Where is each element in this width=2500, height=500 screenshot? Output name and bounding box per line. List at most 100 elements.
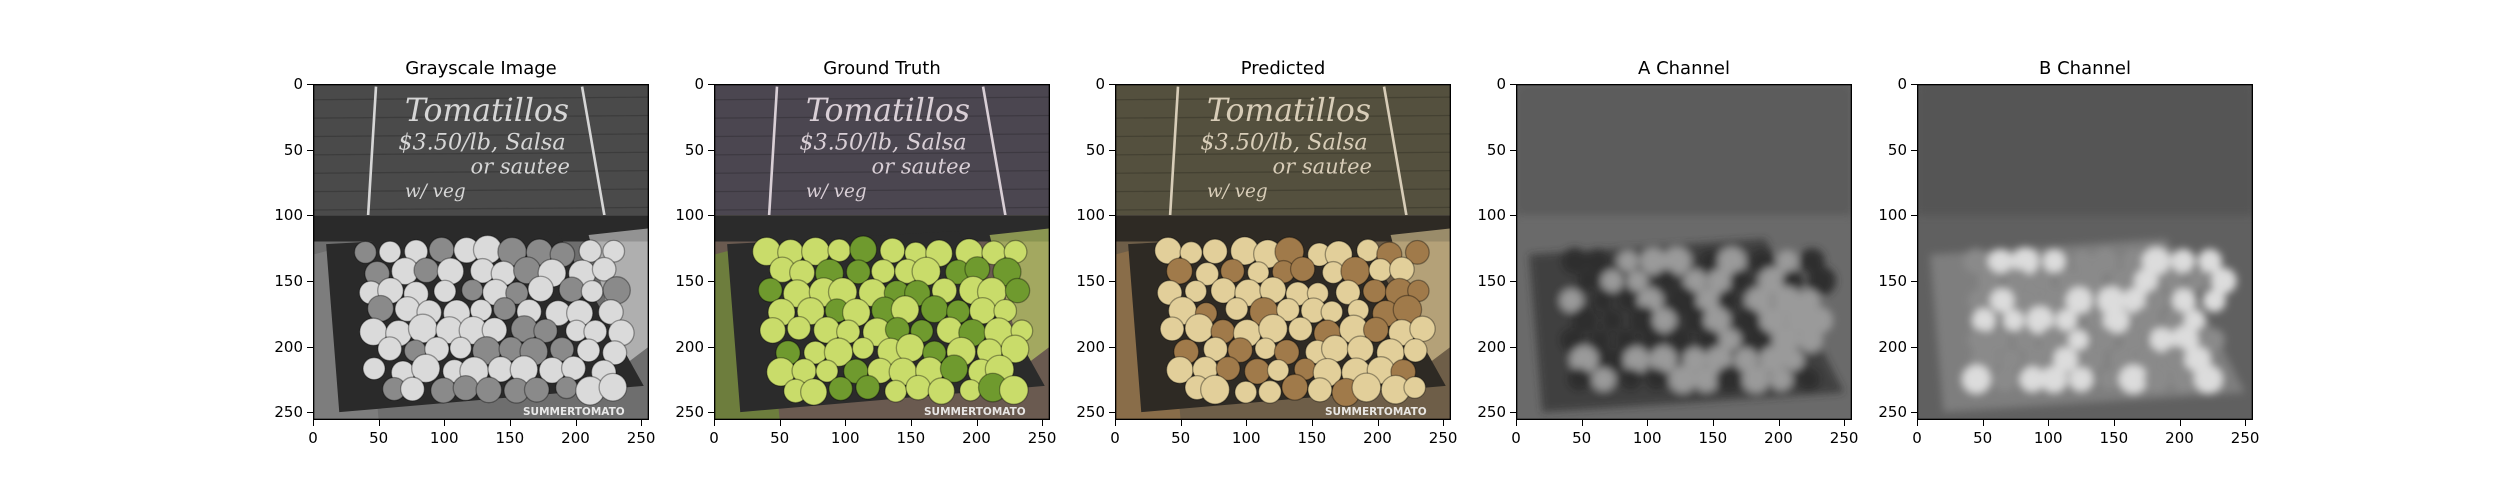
tomatillo [1215,356,1241,382]
y-tick-label: 250 [1878,403,1907,422]
channel-blob [2103,306,2130,334]
tomatillo [527,275,554,303]
panel-frame [1516,84,1852,420]
y-tick-label: 0 [694,75,704,93]
tomatillo [533,318,558,344]
chalk-line [1382,86,1408,216]
x-tick-mark [779,420,781,426]
tomatillo [558,276,585,303]
tomatillo [879,237,906,264]
tomatillo [827,238,852,263]
channel-blob [2144,288,2168,313]
tomatillo [998,375,1029,405]
channel-blob [2161,269,2184,292]
x-tick-label: 200 [1363,429,1392,447]
channel-blob [2132,306,2161,335]
channel-blob [1683,269,1707,293]
tomatillo [1307,377,1333,403]
tomatillo [786,315,812,341]
sign-text-line: w/ veg [1207,181,1268,202]
channel-blob [2092,248,2119,275]
panel-title-grayscale: Grayscale Image [405,58,557,79]
y-tick-mark [307,84,313,85]
channel-blob [1617,250,1639,272]
channel-blob [1734,347,1759,372]
tomatillo [1320,300,1344,324]
panel-frame [714,84,1050,420]
channel-blob [1759,346,1786,373]
x-tick-label: 150 [896,429,926,447]
x-tick-label: 150 [495,429,525,447]
tomatillo [1224,297,1249,321]
x-tick-mark [2245,420,2247,426]
y-tick-mark [1109,346,1115,348]
tomatillo [1000,334,1030,364]
channel-blob [1963,248,1989,274]
tomatillo [851,336,875,360]
panel-title-ground-truth: Ground Truth [823,58,941,79]
channel-blob [1759,306,1787,334]
channel-blob [1571,306,1599,334]
channel-blob [2186,270,2209,292]
x-tick-mark [378,420,380,426]
sign-text-line: Tomatillos [806,93,970,129]
channel-blob [1561,247,1589,275]
channel-top-region [1516,84,1852,216]
channel-blob [2042,249,2066,273]
channel-blob [1769,368,1793,391]
channel-blob [1591,367,1616,391]
x-tick-label: 150 [1297,429,1327,447]
channel-blob [1623,346,1650,373]
channel-blob [1703,306,1731,334]
channel-blob [2039,326,2067,354]
y-tick-mark [1510,346,1516,348]
channel-blob [1639,328,1663,352]
channel-blob [2091,327,2117,353]
channel-blob [1797,289,1821,312]
channel-blob [2118,364,2148,394]
channel-blob [1652,308,1676,332]
x-tick-label: 50 [770,429,790,447]
x-tick-mark [1042,420,1044,426]
panel-frame [1115,84,1451,420]
channel-blob [2171,366,2197,392]
x-tick-mark [1180,420,1182,426]
y-tick-label: 150 [1076,271,1105,290]
tomatillo [1184,313,1215,344]
channel-blob [2143,366,2171,393]
board-plank-line [1115,169,1451,174]
tomatillo [1004,277,1031,304]
x-tick-mark [2113,420,2115,426]
y-tick-mark [708,280,714,282]
y-tick-label: 250 [675,403,704,422]
y-tick-mark [1911,412,1917,414]
tomatillo [378,240,402,264]
y-tick-mark [708,412,714,414]
x-tick-mark [313,420,314,426]
x-tick-mark [1311,420,1313,426]
x-tick-mark [641,420,643,426]
channel-blob [1626,270,1648,292]
panel-frame [1917,84,2253,420]
x-tick-mark [1917,420,1918,426]
y-tick-mark [1109,280,1115,282]
tomatillo [1254,337,1277,360]
y-tick-mark [307,346,313,348]
channel-blob [1662,246,1692,276]
tomatillo [580,279,604,303]
channel-blob [1734,307,1760,333]
channel-blob [1744,327,1770,353]
channel-blob [1639,247,1667,275]
channel-blob [1717,289,1740,312]
tomatillo [1195,261,1220,287]
x-tick-label: 50 [1572,429,1592,447]
y-tick-mark [708,84,714,85]
tomatillo [492,296,517,321]
channel-blob [1972,308,1996,333]
tomatillo [449,336,473,360]
tomatillo [377,336,403,362]
sign-text-line: Tomatillos [1207,93,1371,129]
